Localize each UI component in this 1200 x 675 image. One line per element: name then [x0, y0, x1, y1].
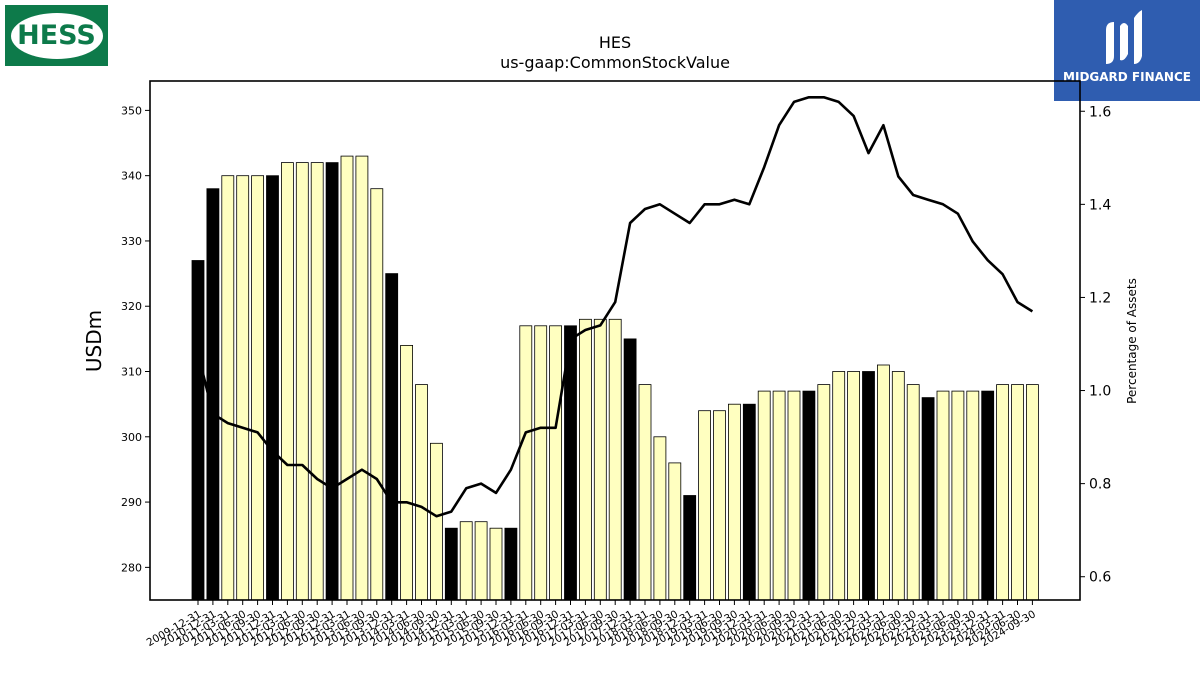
x-axis: 2009-12-312010-12-312011-03-312011-06-30…	[145, 600, 1038, 649]
bar	[877, 364, 890, 601]
y-axis-left: 280 290 300 310 320 330 340 350	[121, 104, 150, 574]
y-tick-label: 350	[121, 104, 142, 117]
y-tick-label: 310	[121, 366, 142, 379]
bar	[251, 175, 265, 601]
hess-logo-oval: HESS	[10, 12, 103, 59]
y2-tick-label: 0.8	[1089, 477, 1111, 493]
chart-subtitle: us-gaap:CommonStockValue	[500, 53, 730, 72]
y-tick-label: 340	[121, 170, 142, 183]
bar	[519, 325, 533, 601]
bar	[355, 155, 369, 601]
bar	[415, 384, 428, 601]
bar	[489, 527, 503, 601]
y2-tick-label: 1.4	[1089, 197, 1111, 213]
y2-tick-label: 1.0	[1089, 384, 1111, 400]
bar	[698, 410, 711, 601]
bar	[832, 371, 846, 601]
bar	[280, 162, 294, 601]
bar	[459, 521, 473, 601]
bar	[862, 371, 875, 601]
bar	[534, 325, 548, 601]
y-tick-label: 280	[121, 561, 142, 574]
y-tick-label: 330	[121, 235, 142, 248]
bar	[295, 162, 309, 601]
chart-title: HES	[599, 33, 631, 52]
y2-axis-label: Percentage of Assets	[1125, 278, 1139, 404]
bar	[668, 462, 682, 601]
bar	[504, 527, 518, 601]
bar	[996, 384, 1009, 601]
bar	[325, 162, 339, 601]
bar	[191, 260, 205, 601]
midgard-mark-icon	[1106, 10, 1142, 64]
bar	[802, 390, 816, 601]
bar	[623, 338, 637, 601]
bar	[1011, 384, 1024, 601]
bar	[921, 397, 935, 601]
bar	[474, 521, 488, 601]
bar	[891, 371, 905, 601]
bar	[429, 442, 443, 601]
bar	[608, 318, 622, 601]
bar	[757, 390, 771, 601]
bar	[638, 384, 652, 601]
hess-logo: HESS	[5, 5, 108, 66]
bar	[713, 410, 726, 601]
y-axis-right: 0.6 0.8 1.0 1.2 1.4 1.6	[1080, 104, 1111, 586]
bar	[444, 527, 458, 601]
bars-layer	[191, 155, 1039, 601]
y-tick-label: 300	[121, 431, 142, 444]
y2-tick-label: 0.6	[1089, 570, 1111, 586]
y-tick-label: 320	[121, 300, 142, 313]
midgard-finance-logo: MIDGARD FINANCE	[1054, 0, 1200, 101]
bar	[966, 390, 980, 601]
bar	[847, 371, 860, 601]
bar	[579, 318, 592, 601]
y2-tick-label: 1.2	[1089, 290, 1111, 306]
bar	[266, 175, 279, 601]
bar	[549, 325, 562, 601]
bar	[936, 390, 950, 601]
bar	[728, 403, 741, 601]
bar	[683, 495, 697, 601]
y-tick-label: 290	[121, 496, 142, 509]
bar	[370, 188, 384, 601]
bar	[772, 390, 786, 601]
bar	[221, 175, 235, 601]
bar	[236, 175, 250, 601]
bar	[400, 344, 414, 601]
bar	[385, 273, 399, 601]
bar	[310, 162, 324, 601]
bar	[951, 390, 965, 601]
y2-tick-label: 1.6	[1089, 104, 1111, 120]
bar	[340, 155, 354, 601]
bar	[1026, 384, 1039, 601]
percentage-line	[196, 96, 1034, 518]
bar	[817, 384, 831, 601]
y-axis-label: USDm	[82, 310, 106, 372]
bar	[593, 318, 607, 601]
bar	[906, 384, 920, 601]
hess-logo-text: HESS	[17, 20, 96, 51]
line-layer	[196, 96, 1034, 518]
bar	[653, 436, 667, 601]
bar	[981, 390, 995, 601]
midgard-logo-text: MIDGARD FINANCE	[1063, 70, 1191, 84]
bar	[742, 403, 756, 601]
bar	[787, 390, 801, 601]
